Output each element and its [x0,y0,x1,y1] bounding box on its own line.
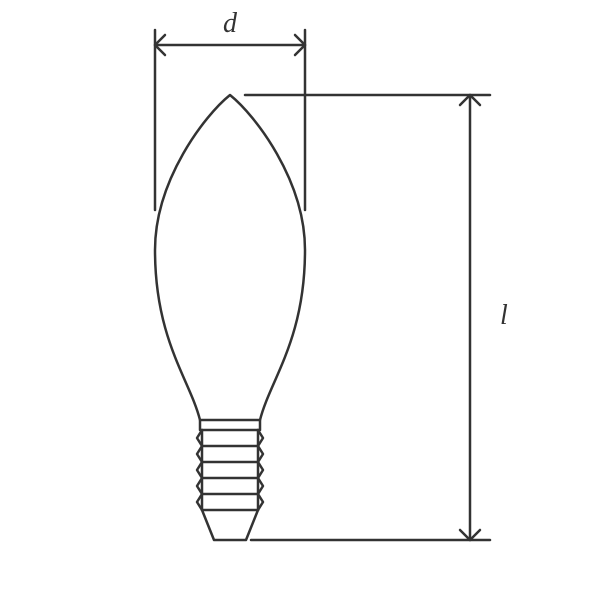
bulb-svg [0,0,600,600]
dimension-height-label: l [500,300,508,332]
dimension-width-label: d [223,8,237,40]
bulb-dimension-diagram: d l [0,0,600,600]
